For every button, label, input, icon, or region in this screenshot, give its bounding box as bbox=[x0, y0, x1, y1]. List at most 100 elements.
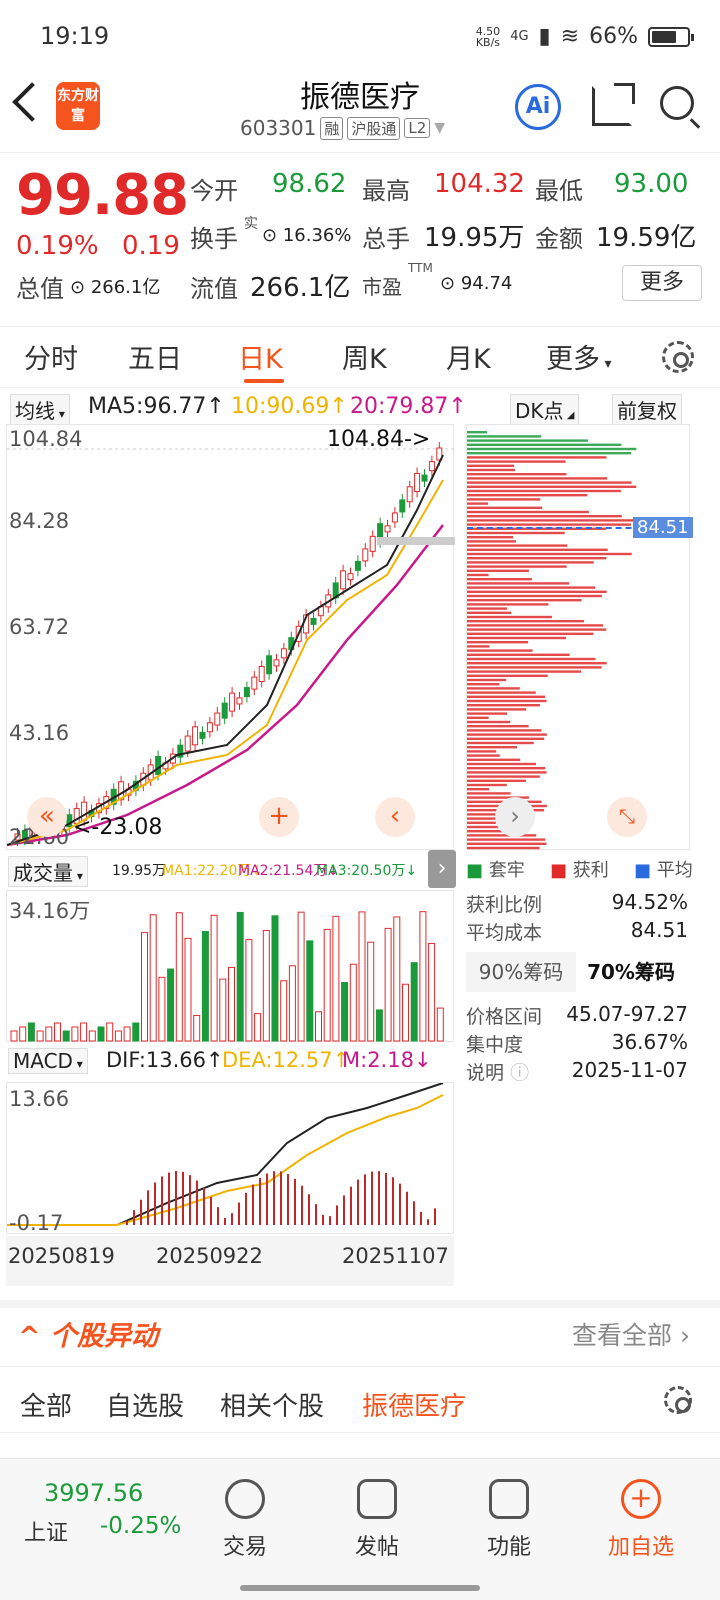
chip-stats: ■ 套牢 ■ 获利 ■ 平均 获利比例 94.52% 平均成本 84.51 90… bbox=[466, 856, 696, 1096]
candle-body bbox=[192, 726, 199, 746]
chip-bar bbox=[467, 704, 540, 707]
dk-selector[interactable]: DK点 ◢ bbox=[510, 394, 580, 425]
filter-this-stock[interactable]: 振德医疗 bbox=[362, 1392, 467, 1422]
chevron-down-icon[interactable]: ▼ bbox=[434, 120, 446, 136]
volume-bar bbox=[114, 1030, 122, 1042]
chip-bar bbox=[467, 531, 565, 535]
app-logo[interactable]: 东方财富 bbox=[56, 82, 100, 130]
ma-selector[interactable]: 均线 ▾ bbox=[10, 394, 70, 425]
index-percent[interactable]: -0.25% bbox=[100, 1513, 182, 1539]
macd-selector[interactable]: MACD ▾ bbox=[8, 1048, 88, 1074]
candle-body bbox=[421, 474, 428, 482]
candle-body bbox=[384, 525, 391, 533]
chip-bar bbox=[467, 788, 490, 791]
chevron-right-icon[interactable]: › bbox=[495, 797, 535, 837]
macd-chart[interactable]: 13.66 -0.17 bbox=[6, 1082, 454, 1235]
wifi-icon: ≋ bbox=[560, 24, 580, 49]
avg-cost-label-text: 平均成本 bbox=[466, 922, 543, 944]
tab-intraday[interactable]: 分时 bbox=[24, 344, 78, 375]
prev-icon[interactable]: ‹ bbox=[375, 797, 415, 837]
chip-bar bbox=[467, 725, 529, 728]
volume-bar bbox=[315, 1011, 322, 1042]
chip-bar bbox=[467, 439, 589, 442]
tab-daily-k[interactable]: 日K bbox=[238, 344, 283, 375]
info-icon[interactable]: ⊙ bbox=[262, 225, 278, 246]
chip-bar bbox=[467, 632, 594, 635]
chip-bar bbox=[467, 712, 508, 715]
section-title[interactable]: ^ 个股异动 bbox=[18, 1321, 159, 1352]
tab-chip-90[interactable]: 90%筹码 bbox=[466, 952, 576, 992]
nav-add-watch[interactable]: + 加自选 bbox=[607, 1479, 674, 1560]
chip-bar bbox=[467, 830, 521, 833]
scroll-left-icon[interactable]: « bbox=[27, 797, 67, 837]
tab-chip-70[interactable]: 70%筹码 bbox=[576, 952, 686, 992]
share-icon[interactable] bbox=[592, 83, 635, 126]
tab-monthly-k[interactable]: 月K bbox=[446, 344, 491, 375]
amount-value: 19.59亿 bbox=[596, 223, 697, 253]
nav-post[interactable]: 发帖 bbox=[322, 1479, 432, 1561]
nav-functions[interactable]: 功能 bbox=[454, 1479, 564, 1561]
filter-gear-icon[interactable] bbox=[664, 1386, 692, 1414]
search-icon[interactable] bbox=[660, 86, 694, 120]
chip-bar bbox=[467, 498, 541, 501]
stock-code: 603301 bbox=[240, 116, 317, 140]
volume-selector[interactable]: 成交量 ▾ bbox=[8, 856, 88, 887]
amount-label: 金额 bbox=[535, 225, 583, 253]
candle-body bbox=[14, 833, 21, 841]
candle-body bbox=[399, 499, 406, 513]
candle-body bbox=[436, 447, 443, 461]
concentration-value: 36.67% bbox=[611, 1030, 688, 1054]
chip-bar bbox=[467, 620, 585, 623]
expand-panel-icon[interactable]: › bbox=[428, 850, 456, 888]
volume-value: 19.95万 bbox=[424, 223, 525, 253]
chip-bar bbox=[467, 628, 607, 631]
info-icon[interactable]: ⓘ bbox=[510, 1062, 530, 1084]
info-icon[interactable]: ⊙ bbox=[70, 277, 86, 298]
header: 东方财富 振德医疗 603301 融 沪股通 L2 ▼ Ai bbox=[0, 70, 720, 150]
candle-body bbox=[155, 755, 162, 775]
home-indicator bbox=[240, 1585, 480, 1591]
chip-bar bbox=[467, 771, 547, 774]
expand-icon[interactable]: ⤡ bbox=[607, 797, 647, 837]
filter-related[interactable]: 相关个股 bbox=[220, 1392, 325, 1422]
profit-ratio-value: 94.52% bbox=[611, 890, 688, 914]
filter-all[interactable]: 全部 bbox=[20, 1392, 73, 1422]
chip-bar bbox=[467, 821, 496, 824]
avg-cost-value: 84.51 bbox=[630, 918, 688, 942]
chip-bar bbox=[467, 666, 602, 669]
kline-chart[interactable]: 104.84 84.28 63.72 43.16 22.60 104.84-> … bbox=[6, 424, 455, 850]
index-name[interactable]: 上证 bbox=[24, 1521, 69, 1546]
chip-distribution[interactable]: 84.51 › ⤡ bbox=[466, 424, 693, 850]
chip-bar bbox=[467, 611, 512, 614]
stock-subtitle: 603301 融 沪股通 L2 ▼ bbox=[240, 116, 445, 140]
filter-watchlist[interactable]: 自选股 bbox=[106, 1392, 185, 1422]
active-tab-indicator bbox=[244, 379, 284, 383]
tab-more[interactable]: 更多 ▾ bbox=[546, 344, 612, 375]
chip-bar bbox=[467, 758, 521, 761]
zoom-in-icon[interactable]: + bbox=[259, 797, 299, 837]
volume-bar bbox=[149, 914, 157, 1042]
chip-bar bbox=[467, 817, 517, 820]
tab-5day[interactable]: 五日 bbox=[128, 344, 182, 375]
quote-panel: 99.88 0.19% 0.19 今开 98.62 最高 104.32 最低 9… bbox=[0, 152, 720, 316]
nav-trade[interactable]: 交易 bbox=[190, 1479, 300, 1561]
tab-weekly-k[interactable]: 周K bbox=[342, 344, 387, 375]
volume-bar bbox=[71, 1026, 79, 1042]
note-date: 2025-11-07 bbox=[571, 1058, 688, 1082]
chip-bar bbox=[467, 737, 545, 740]
gear-icon[interactable] bbox=[662, 341, 694, 373]
more-button[interactable]: 更多 bbox=[622, 265, 702, 301]
volume-bar bbox=[254, 1013, 262, 1042]
y-label-4: 43.16 bbox=[9, 721, 70, 745]
volume-bar bbox=[288, 965, 296, 1042]
info-icon[interactable]: ⊙ bbox=[440, 273, 456, 294]
view-all-link[interactable]: 查看全部 › bbox=[572, 1321, 690, 1350]
volume-chart[interactable]: 34.16万 bbox=[6, 890, 454, 1042]
index-value[interactable]: 3997.56 bbox=[44, 1479, 144, 1507]
chip-bar bbox=[467, 670, 582, 673]
candle-body bbox=[406, 486, 413, 503]
candle-body bbox=[221, 702, 228, 719]
adjust-selector[interactable]: 前复权 bbox=[612, 394, 682, 425]
chip-bar bbox=[467, 468, 516, 472]
ai-icon[interactable]: Ai bbox=[515, 84, 561, 130]
